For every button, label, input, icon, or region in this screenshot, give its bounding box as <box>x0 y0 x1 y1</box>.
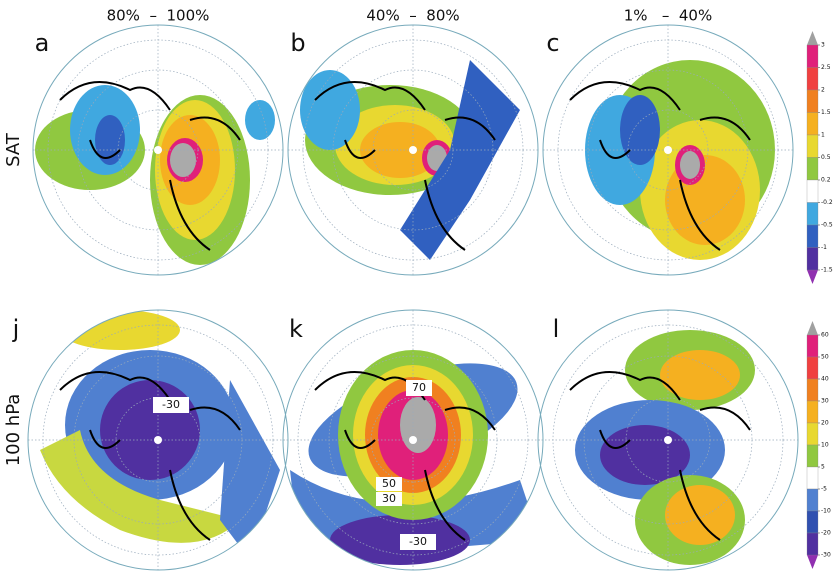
colorbar-under <box>807 555 818 569</box>
colorbar-segment <box>807 45 818 68</box>
contour-label: -30 <box>162 398 180 411</box>
column-title: 1% – 40% <box>624 7 712 25</box>
contour-label: 30 <box>382 492 396 505</box>
colorbar-tick-label: -20 <box>821 530 831 537</box>
colorbar-segment <box>807 90 818 113</box>
colorbar-tick-label: 20 <box>821 420 829 427</box>
panel-label: b <box>290 29 305 57</box>
colorbar-tick-label: 2.5 <box>821 64 831 71</box>
colorbar-tick-label: 40 <box>821 376 829 383</box>
colorbar-tick-label: 1.5 <box>821 109 831 116</box>
contour-label: -30 <box>409 535 427 548</box>
colorbar-segment <box>807 445 818 467</box>
column-title: 80% – 100% <box>107 7 210 25</box>
colorbar-over <box>807 321 818 335</box>
colorbar-tick-label: 5 <box>821 464 825 471</box>
colorbar-segment <box>807 489 818 511</box>
colorbar-segment <box>807 248 818 271</box>
contour-label: 50 <box>382 477 396 490</box>
colorbar-segment <box>807 357 818 379</box>
colorbar-tick-label: -0.5 <box>821 222 833 229</box>
colorbar-over <box>807 31 818 45</box>
colorbar-under <box>807 270 818 284</box>
column-title: 40% – 80% <box>366 7 459 25</box>
colorbar-tick-label: 30 <box>821 398 829 405</box>
colorbar-segment <box>807 225 818 248</box>
colorbar-segment <box>807 423 818 445</box>
panel-label: j <box>12 315 20 343</box>
colorbar-tick-label: -1.5 <box>821 267 833 274</box>
colorbar-tick-label: -30 <box>821 552 831 559</box>
colorbar-tick-label: -5 <box>821 486 827 493</box>
colorbar-segment <box>807 335 818 357</box>
panel-label: l <box>553 315 560 343</box>
colorbar-segment <box>807 158 818 181</box>
panel-label: a <box>35 29 50 57</box>
row-label: SAT <box>3 132 24 167</box>
colorbar-segment <box>807 203 818 226</box>
colorbar-tick-label: -10 <box>821 508 831 515</box>
colorbar-segment <box>807 401 818 423</box>
panel-label: k <box>289 315 303 343</box>
colorbar-segment <box>807 533 818 555</box>
colorbar-tick-label: 1 <box>821 132 825 139</box>
colorbar-tick-label: 3 <box>821 42 825 49</box>
colorbar-tick-label: 60 <box>821 332 829 339</box>
colorbar-segment <box>807 467 818 489</box>
colorbar-segment <box>807 113 818 136</box>
colorbar-tick-label: 50 <box>821 354 829 361</box>
contour-label: 70 <box>412 381 426 394</box>
colorbar-tick-label: 0.5 <box>821 154 831 161</box>
colorbar-segment <box>807 68 818 91</box>
colorbar-segment <box>807 511 818 533</box>
colorbar-tick-label: -1 <box>821 244 827 251</box>
colorbar-tick-label: -0.2 <box>821 199 833 206</box>
panel-label: c <box>546 29 559 57</box>
row-label: 100 hPa <box>3 394 24 467</box>
colorbar-segment <box>807 135 818 158</box>
colorbar-tick-label: 10 <box>821 442 829 449</box>
colorbar-tick-label: 2 <box>821 87 825 94</box>
figure: -30 70 50 30 -30 80% – 100% 40% – 80% 1%… <box>0 0 835 572</box>
colorbar-segment <box>807 180 818 203</box>
colorbar-tick-label: 0.2 <box>821 177 831 184</box>
colorbar-segment <box>807 379 818 401</box>
